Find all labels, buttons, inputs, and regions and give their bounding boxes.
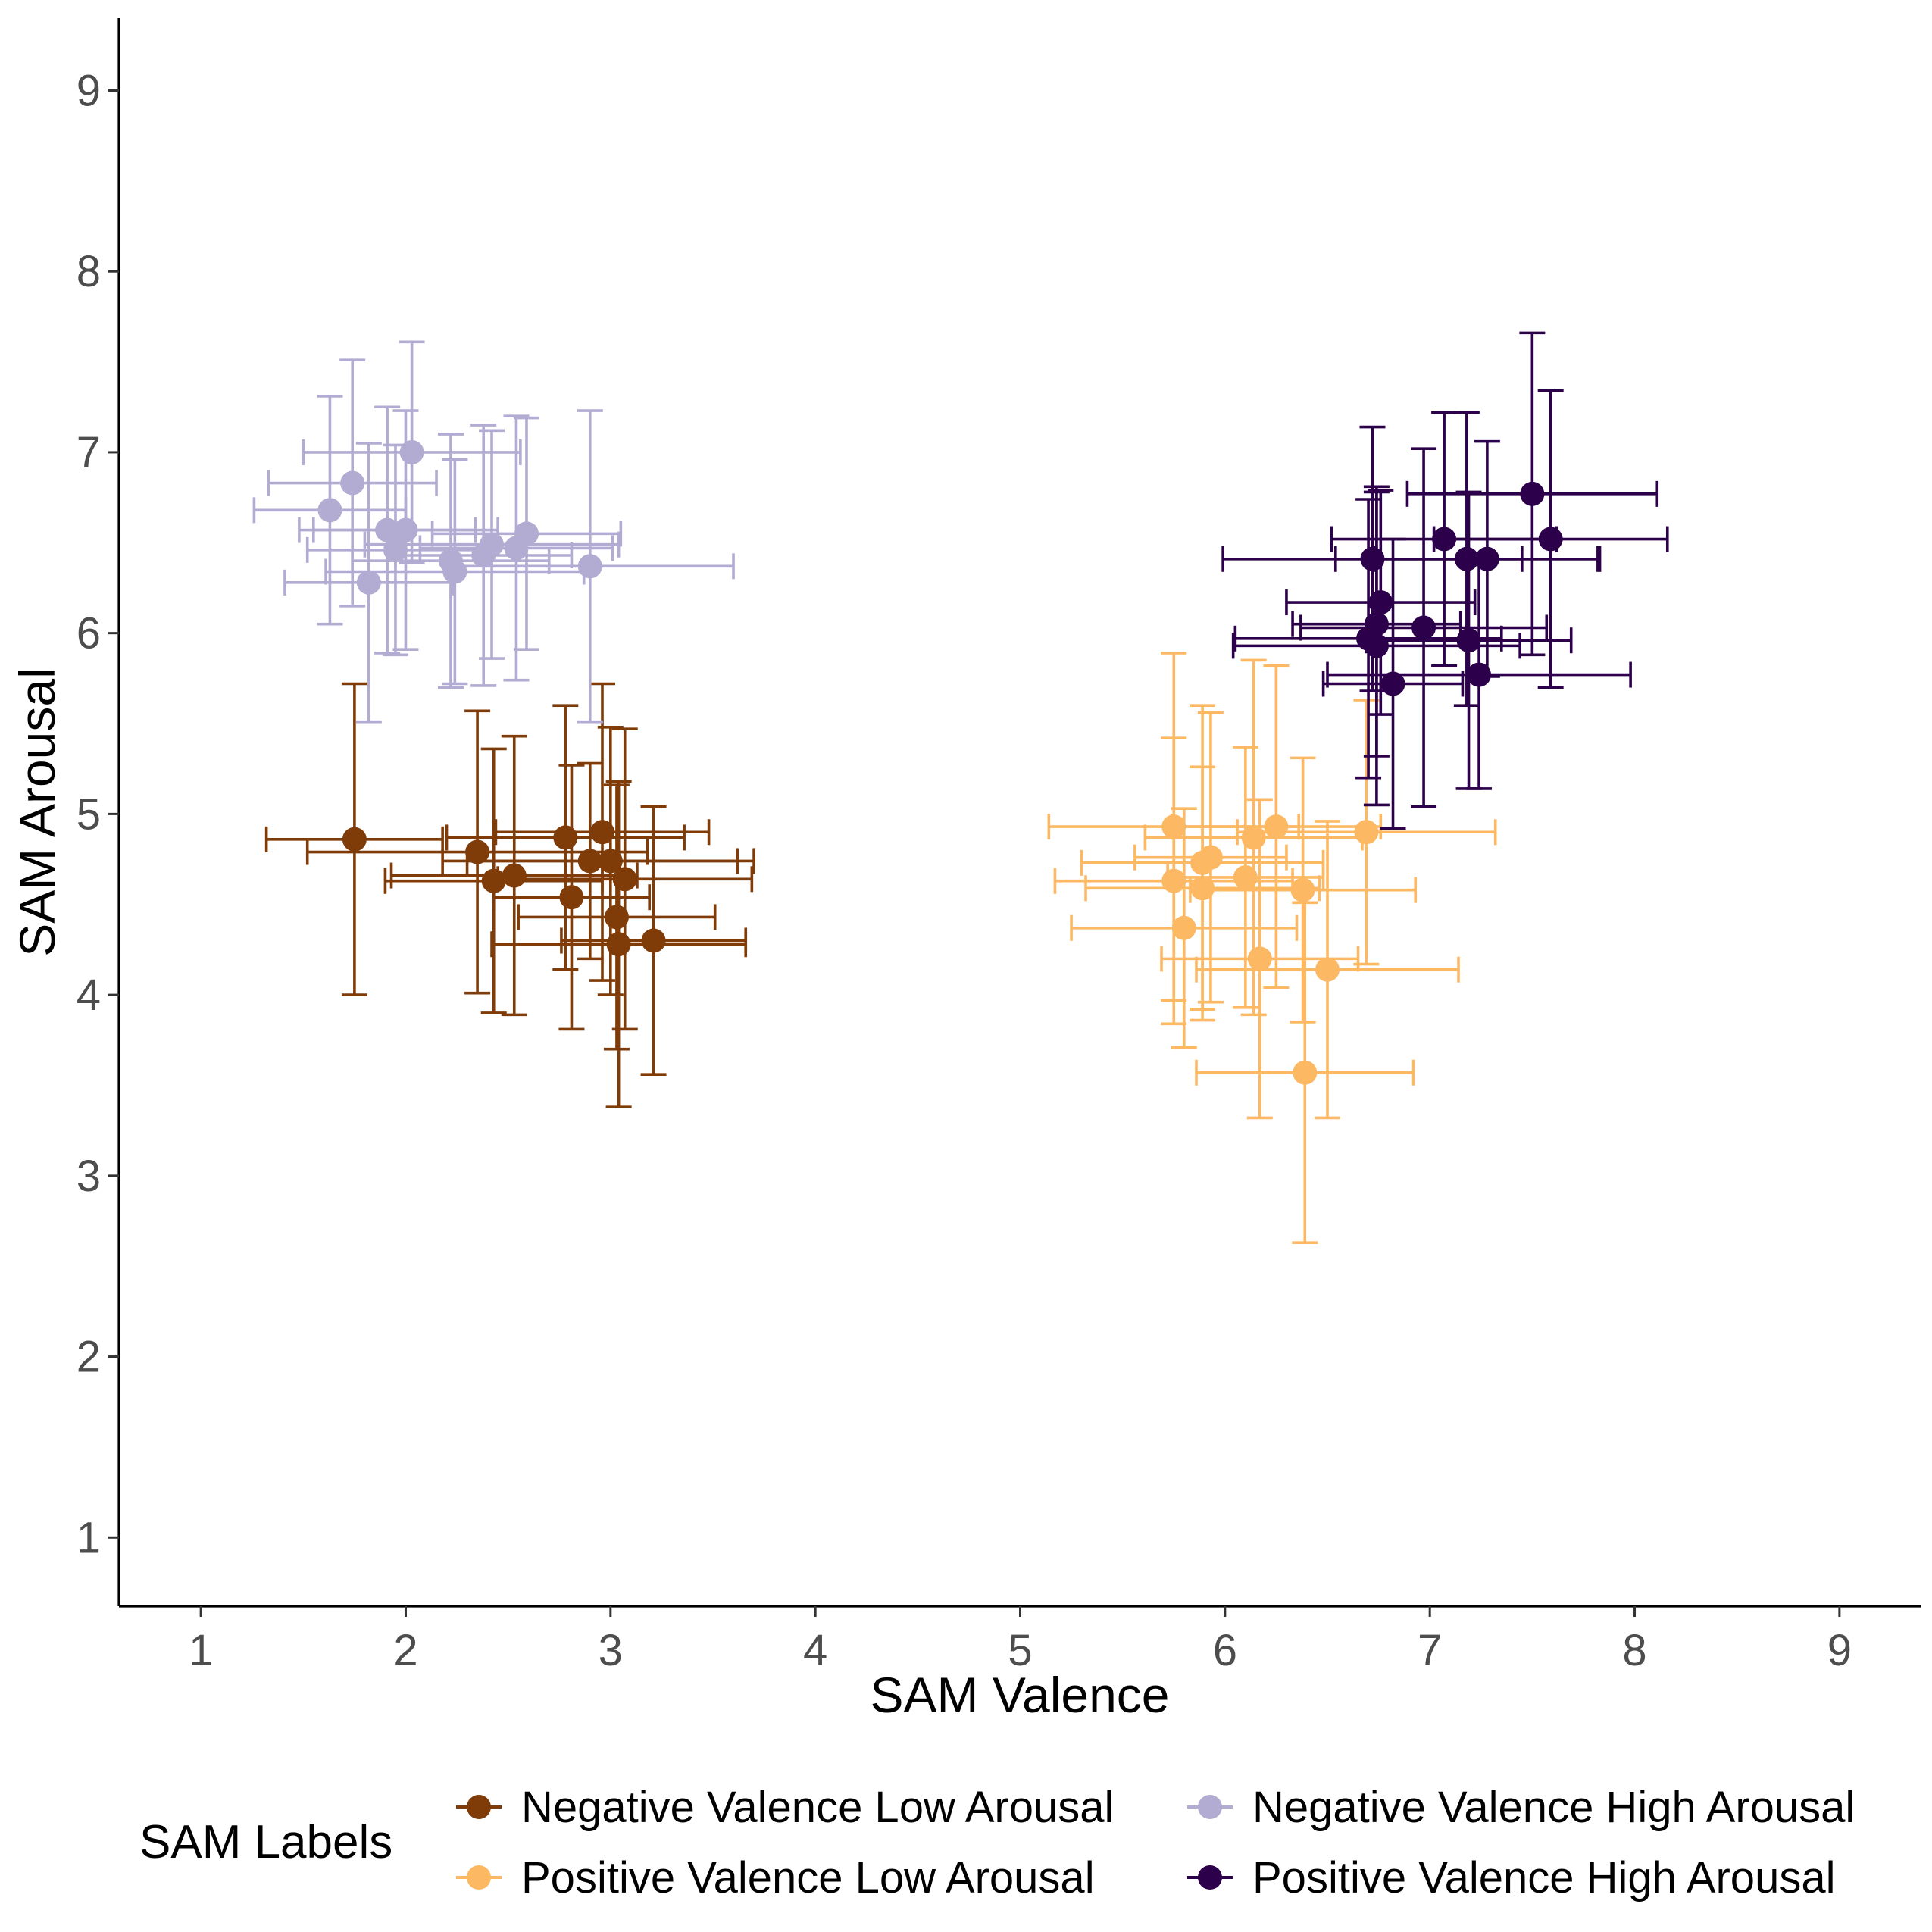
data-point bbox=[606, 932, 631, 957]
legend-label: Positive Valence Low Arousal bbox=[521, 1853, 1095, 1902]
data-point bbox=[577, 849, 602, 874]
legend-key-dot bbox=[467, 1795, 491, 1819]
data-point bbox=[1456, 628, 1481, 653]
data-point bbox=[559, 885, 584, 910]
legend-key bbox=[1187, 1865, 1233, 1890]
legend-key bbox=[1187, 1795, 1233, 1819]
y-tick-label: 2 bbox=[77, 1333, 101, 1382]
legend-label: Positive Valence High Arousal bbox=[1252, 1853, 1835, 1902]
y-axis-ticks: 1 2 3 4 5 6 7 8 9 bbox=[77, 66, 119, 1562]
data-point bbox=[1380, 671, 1405, 696]
y-tick-label: 4 bbox=[77, 971, 101, 1020]
data-point bbox=[641, 928, 666, 953]
data-point bbox=[356, 570, 381, 595]
data-point bbox=[1290, 877, 1315, 902]
data-point bbox=[1368, 590, 1393, 615]
data-point bbox=[1161, 814, 1186, 839]
data-point bbox=[465, 839, 490, 864]
legend-label: Negative Valence High Arousal bbox=[1252, 1783, 1855, 1832]
legend-label: Negative Valence Low Arousal bbox=[521, 1783, 1114, 1832]
data-point bbox=[1293, 1060, 1318, 1085]
data-point bbox=[342, 827, 367, 852]
x-tick-label: 9 bbox=[1827, 1626, 1852, 1675]
data-point bbox=[598, 849, 623, 874]
y-tick-label: 9 bbox=[77, 66, 101, 115]
data-point bbox=[577, 554, 602, 579]
data-point bbox=[514, 521, 539, 546]
data-point bbox=[1161, 868, 1186, 893]
legend-title: SAM Labels bbox=[139, 1816, 392, 1868]
data-point bbox=[375, 517, 400, 542]
points-layer bbox=[317, 439, 1563, 1085]
y-tick-label: 1 bbox=[77, 1513, 101, 1562]
data-point bbox=[604, 905, 629, 930]
x-tick-label: 8 bbox=[1622, 1626, 1646, 1675]
data-point bbox=[481, 868, 506, 893]
data-point bbox=[612, 867, 637, 892]
data-point bbox=[1364, 633, 1389, 658]
legend-key-dot bbox=[1198, 1795, 1222, 1819]
x-tick-label: 7 bbox=[1418, 1626, 1442, 1675]
x-tick-label: 4 bbox=[803, 1626, 827, 1675]
axes: 1 2 3 4 5 6 7 8 9 1 2 3 4 5 6 7 8 9 bbox=[77, 18, 1921, 1675]
y-axis-title: SAM Arousal bbox=[9, 667, 65, 957]
data-point bbox=[383, 537, 408, 562]
data-point bbox=[340, 470, 365, 496]
data-point bbox=[1474, 546, 1499, 571]
data-point bbox=[1171, 915, 1196, 940]
data-point bbox=[1520, 481, 1545, 506]
data-point bbox=[1432, 527, 1457, 552]
x-axis-ticks: 1 2 3 4 5 6 7 8 9 bbox=[189, 1606, 1852, 1675]
plot-marks bbox=[252, 331, 1669, 1244]
y-tick-label: 6 bbox=[77, 609, 101, 658]
legend: SAM Labels Negative Valence Low Arousal P… bbox=[139, 1783, 1855, 1902]
data-point bbox=[1354, 820, 1379, 845]
data-point bbox=[1467, 662, 1492, 687]
x-tick-label: 2 bbox=[393, 1626, 417, 1675]
data-point bbox=[480, 532, 505, 557]
x-axis-title: SAM Valence bbox=[871, 1667, 1170, 1723]
data-point bbox=[442, 559, 467, 584]
y-tick-label: 5 bbox=[77, 789, 101, 839]
legend-key bbox=[456, 1865, 502, 1890]
data-point bbox=[1198, 845, 1223, 870]
data-point bbox=[590, 820, 615, 845]
data-point bbox=[317, 498, 342, 523]
data-point bbox=[1315, 957, 1340, 982]
data-point bbox=[393, 517, 418, 542]
x-tick-label: 3 bbox=[599, 1626, 623, 1675]
error-bars-layer bbox=[252, 331, 1669, 1244]
data-point bbox=[1190, 876, 1215, 901]
x-tick-label: 6 bbox=[1213, 1626, 1237, 1675]
data-point bbox=[553, 825, 578, 850]
legend-key-dot bbox=[1198, 1865, 1222, 1890]
data-point bbox=[1360, 546, 1385, 571]
y-tick-label: 8 bbox=[77, 247, 101, 296]
x-tick-label: 5 bbox=[1008, 1626, 1032, 1675]
data-point bbox=[502, 863, 527, 888]
y-tick-label: 7 bbox=[77, 428, 101, 477]
data-point bbox=[1538, 527, 1563, 552]
y-tick-label: 3 bbox=[77, 1152, 101, 1201]
data-point bbox=[1364, 611, 1389, 636]
x-tick-label: 1 bbox=[189, 1626, 213, 1675]
legend-key bbox=[456, 1795, 502, 1819]
data-point bbox=[1454, 546, 1479, 571]
data-point bbox=[1241, 825, 1266, 850]
data-point bbox=[399, 439, 424, 464]
legend-key-dot bbox=[467, 1865, 491, 1890]
data-point bbox=[1264, 814, 1289, 839]
data-point bbox=[1411, 615, 1436, 640]
data-point bbox=[1247, 946, 1272, 971]
data-point bbox=[1233, 864, 1258, 889]
